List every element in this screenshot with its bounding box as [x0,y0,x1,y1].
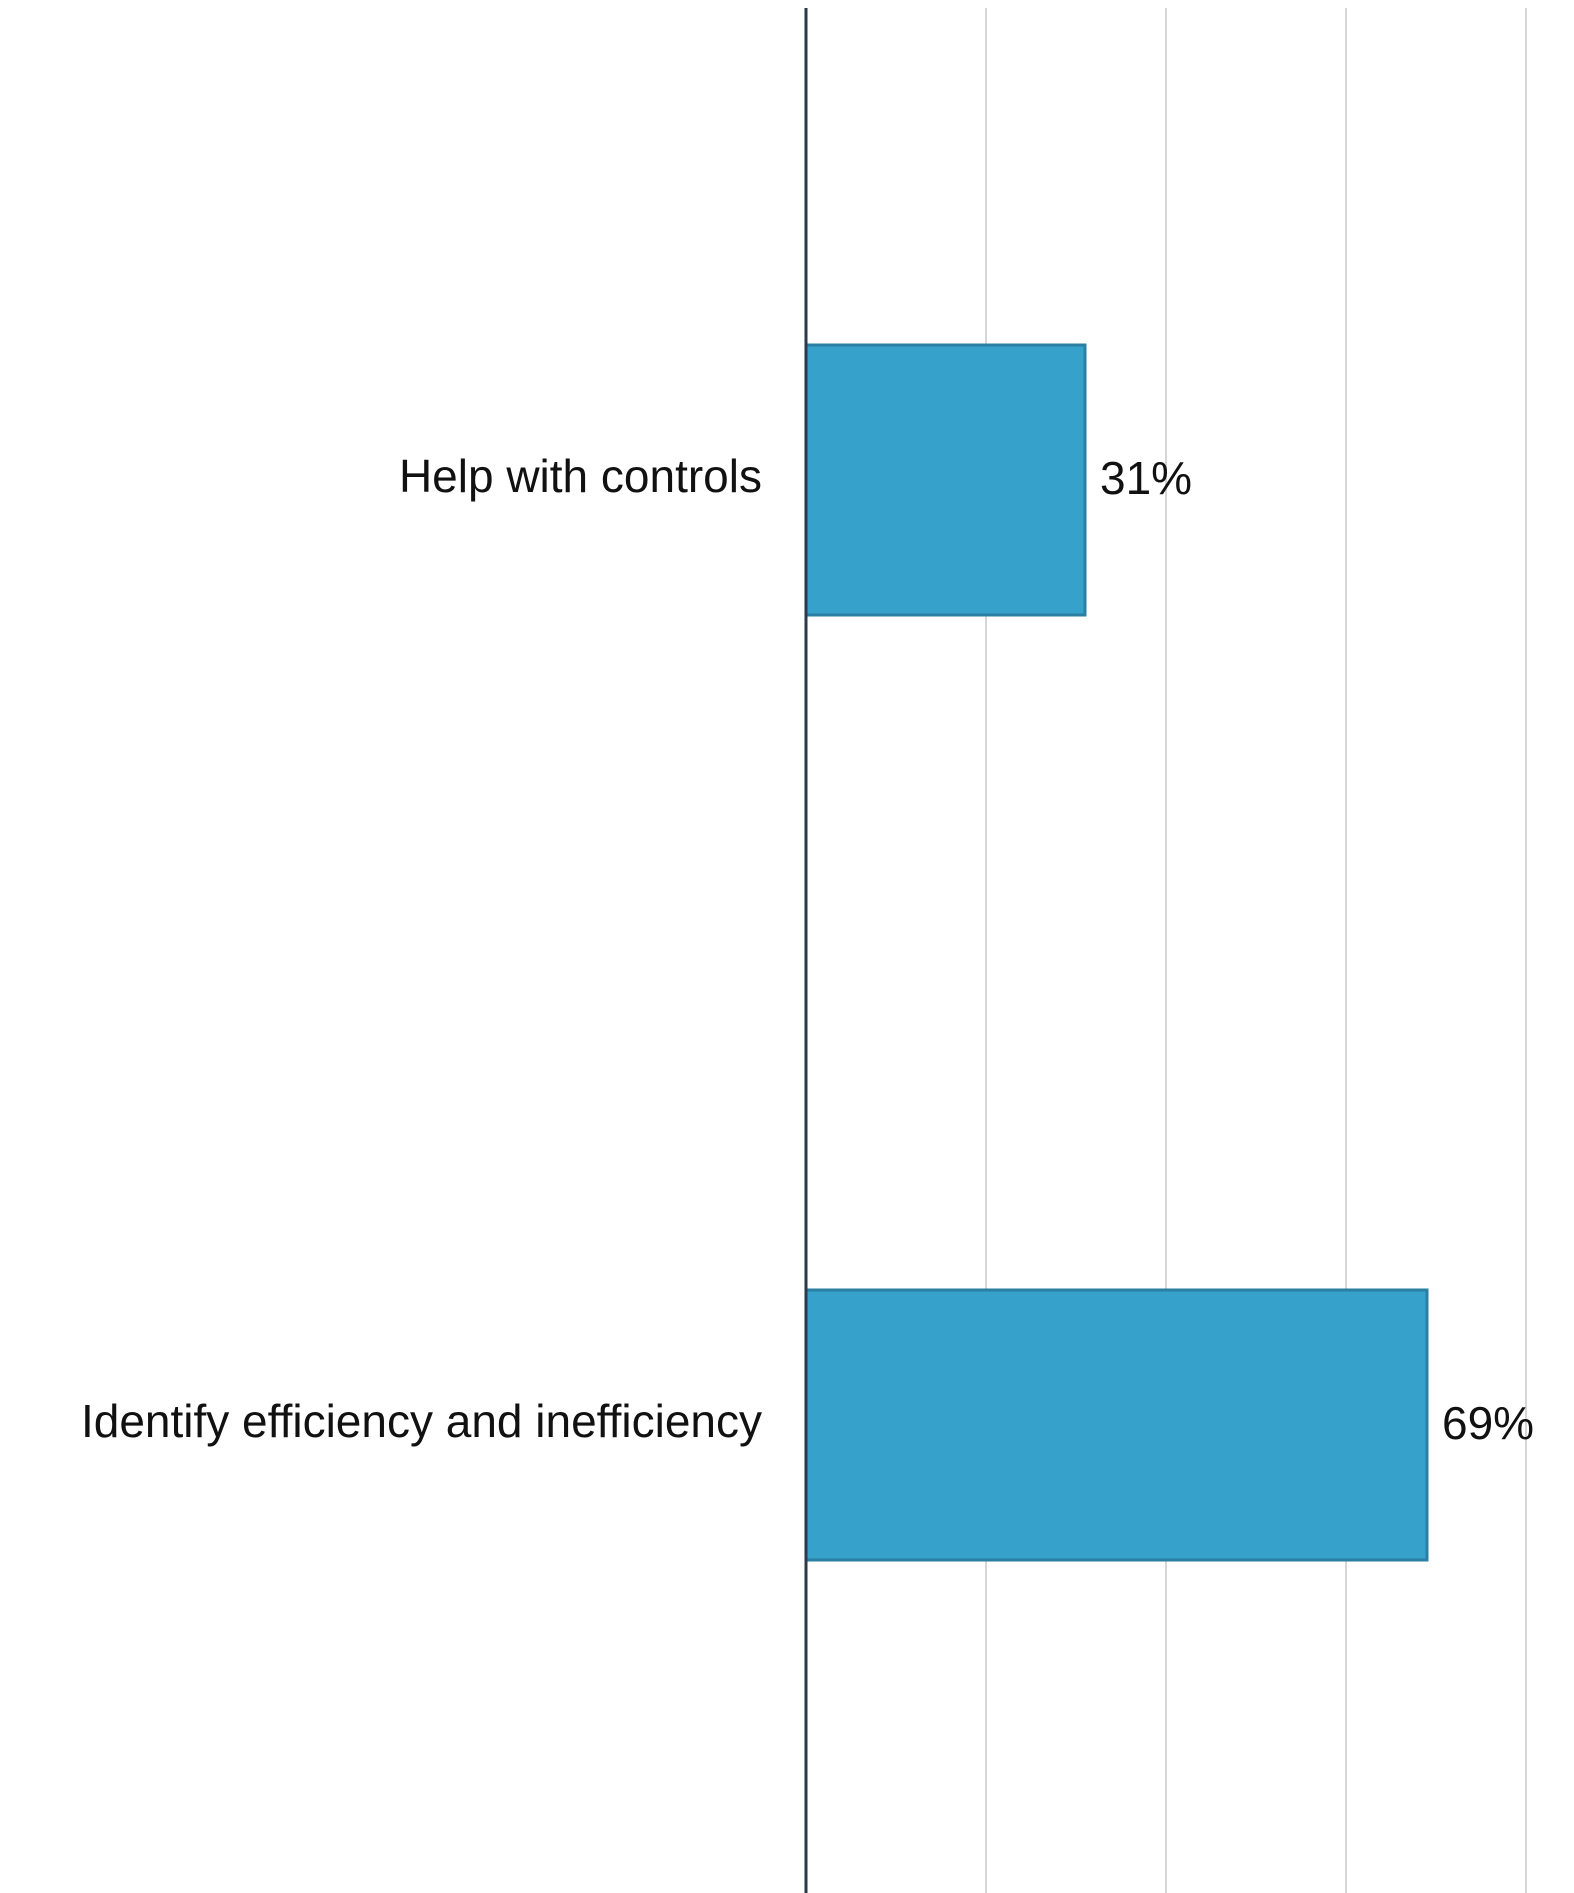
bar-2 [804,1288,1429,1562]
gridlines [985,8,1527,1893]
category-label-1: Help with controls [399,450,762,502]
labels: Help with controls 31% Identify efficiency… [81,450,1534,1449]
value-label-2: 69% [1442,1397,1534,1449]
value-label-1: 31% [1100,452,1192,504]
category-label-2: Identify efficiency and inefficiency [81,1395,762,1447]
bar-1 [804,343,1087,617]
bars [804,343,1429,1562]
